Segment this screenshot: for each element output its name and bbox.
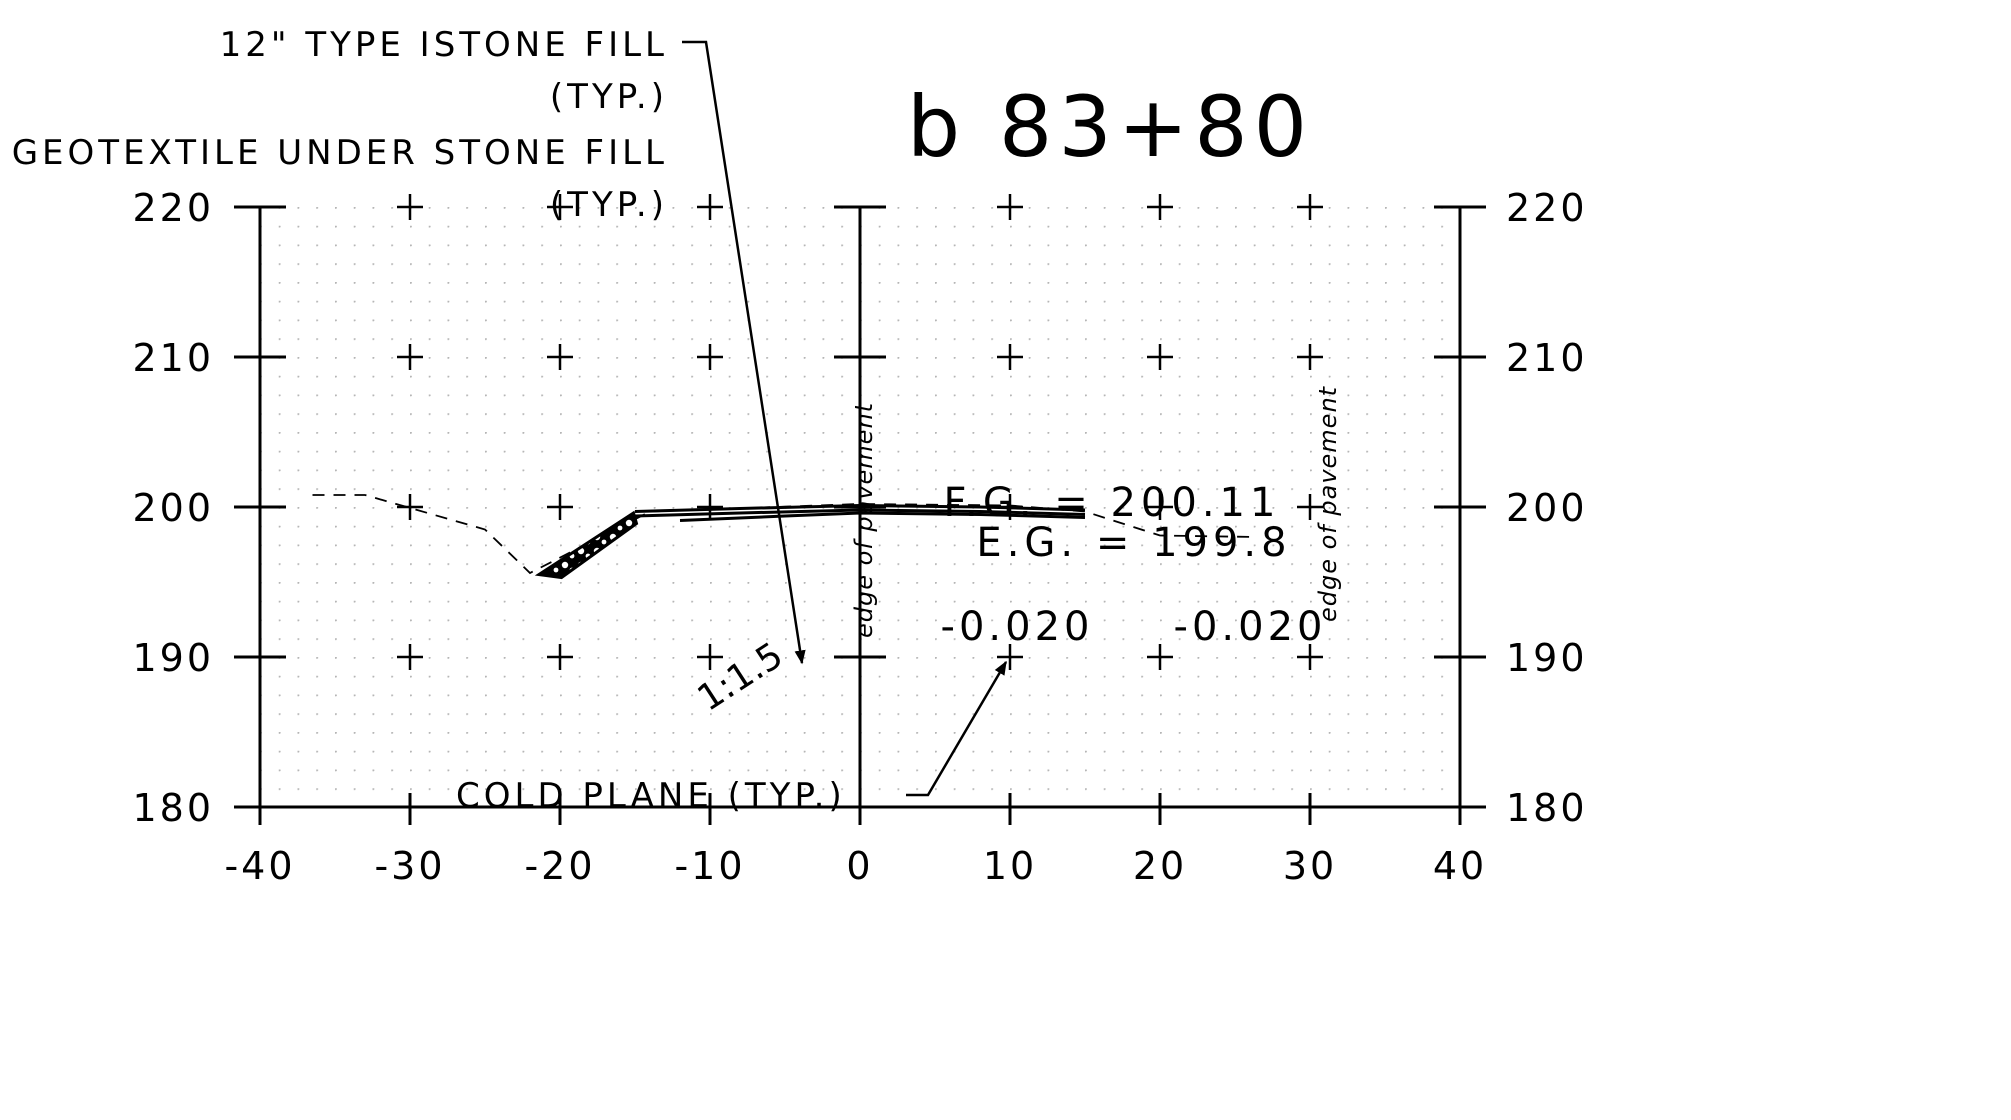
grid-cross [697, 494, 723, 520]
x-tick-label: 20 [1133, 844, 1187, 888]
grid-cross [397, 344, 423, 370]
y-tick-label-right: 180 [1506, 786, 1588, 830]
profile-lines [312, 494, 1258, 575]
grid-cross [997, 344, 1023, 370]
grid-cross [547, 344, 573, 370]
finished-grade-label: F.G. = 200.11 [944, 480, 1281, 526]
geotextile-note: GEOTEXTILE UNDER STONE FILL [12, 133, 668, 173]
grid-cross [1147, 644, 1173, 670]
stone-fill-hatch [534, 510, 639, 580]
y-tick-label-right: 220 [1506, 186, 1588, 230]
grid-crosses [397, 194, 1323, 670]
grid-cross [397, 644, 423, 670]
grid-cross [1147, 494, 1173, 520]
grid-cross [997, 644, 1023, 670]
grid-cross [547, 494, 573, 520]
existing-grade-label: E.G. = 199.8 [976, 520, 1291, 566]
y-tick-label-left: 190 [132, 636, 214, 680]
grid-cross [697, 344, 723, 370]
y-tick-label-right: 200 [1506, 486, 1588, 530]
y-tick-label-right: 190 [1506, 636, 1588, 680]
grid-cross [997, 194, 1023, 220]
geotextile-typ-note: (TYP.) [550, 185, 668, 225]
x-tick-label: -20 [524, 844, 595, 888]
x-tick-label: -30 [374, 844, 445, 888]
y-tick-labels-left: 180 190 200 210 220 [132, 186, 214, 830]
axis-ticks [234, 205, 1486, 825]
grid-cross [1297, 194, 1323, 220]
grid-cross [1297, 494, 1323, 520]
y-tick-labels-right: 180 190 200 210 220 [1506, 186, 1588, 830]
plot-area: -40 -30 -20 -10 0 10 20 30 40 180 190 200 210 220 18… [132, 186, 1588, 888]
grid-cross [697, 194, 723, 220]
y-tick-label-left: 180 [132, 786, 214, 830]
x-tick-label: -10 [674, 844, 745, 888]
grid-cross [1297, 344, 1323, 370]
pavement-line [634, 508, 1086, 518]
x-tick-label: 40 [1433, 844, 1487, 888]
y-tick-label-left: 200 [132, 486, 214, 530]
edge-of-pavement-right: edge of pavement [1314, 385, 1342, 622]
grid-cross [547, 194, 573, 220]
cold-plane-leader [906, 660, 1008, 797]
existing-ground-line [312, 494, 1258, 575]
x-tick-label: 30 [1283, 844, 1337, 888]
grid-cross [697, 644, 723, 670]
grid-cross [397, 494, 423, 520]
grid-cross [397, 194, 423, 220]
y-tick-label-left: 220 [132, 186, 214, 230]
stone-fill-note: 12" TYPE ISTONE FILL [220, 25, 668, 65]
y-tick-label-left: 210 [132, 336, 214, 380]
x-tick-label: -40 [224, 844, 295, 888]
pavement-line [679, 511, 1086, 522]
stone-fill-leader [682, 40, 806, 665]
grid-cross [1297, 644, 1323, 670]
x-tick-label: 10 [983, 844, 1037, 888]
cross-slope-right: -0.020 [1174, 604, 1327, 650]
grid-cross [547, 644, 573, 670]
cold-plane-note: COLD PLANE (TYP.) [456, 776, 846, 816]
x-tick-labels: -40 -30 -20 -10 0 10 20 30 40 [224, 844, 1487, 888]
edge-of-pavement-left: edge of pavement [850, 401, 878, 638]
x-tick-label: 0 [846, 844, 873, 888]
y-tick-label-right: 210 [1506, 336, 1588, 380]
stone-fill-typ-note: (TYP.) [550, 77, 668, 117]
grid-cross [1147, 344, 1173, 370]
cross-slope-left: -0.020 [941, 604, 1094, 650]
section-title: b 83+80 [907, 78, 1313, 176]
pavement-line [634, 503, 1086, 513]
grid-cross [1147, 194, 1173, 220]
